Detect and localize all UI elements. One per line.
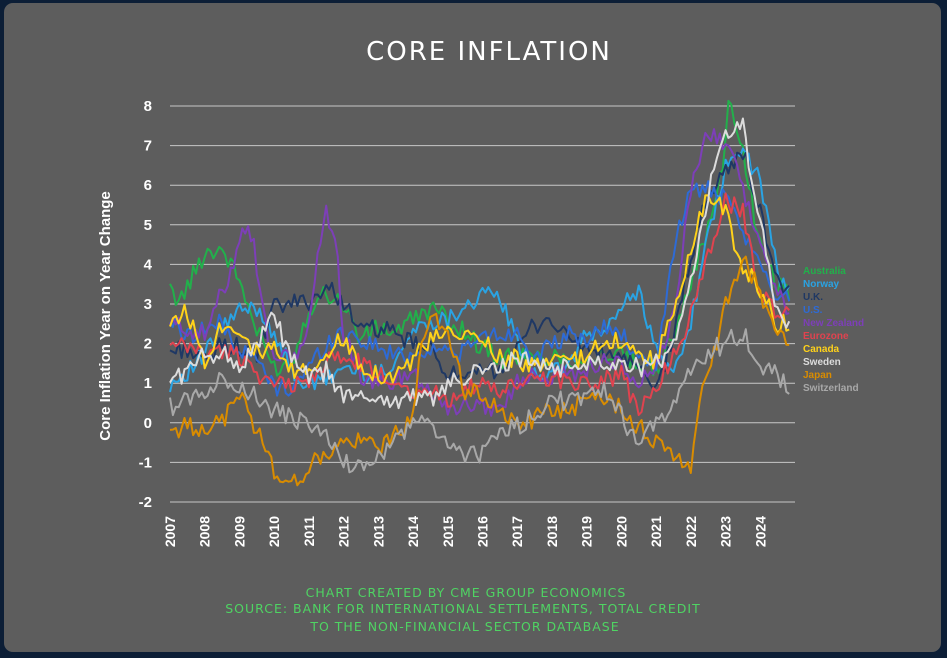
- legend: Australia Norway U.K. U.S. New Zealand Eurozo…: [803, 266, 864, 394]
- y-tick-label: 3: [144, 296, 152, 313]
- chart-title: CORE INFLATION: [366, 37, 612, 67]
- y-tick-label: -1: [139, 454, 152, 471]
- y-tick-label: 4: [144, 256, 153, 273]
- x-tick-label: 2019: [579, 516, 595, 547]
- footnote-line-3: TO THE NON-FINANCIAL SECTOR DATABASE: [309, 619, 619, 634]
- x-tick-label: 2007: [162, 516, 178, 547]
- x-tick-label: 2022: [683, 516, 699, 547]
- y-tick-label: 1: [144, 375, 152, 392]
- series-line-canada: [169, 194, 790, 385]
- x-tick-label: 2017: [509, 516, 525, 547]
- x-tick-label: 2018: [544, 516, 560, 547]
- x-tick-label: 2024: [752, 516, 768, 547]
- legend-entry-switzerland: Switzerland: [803, 383, 859, 394]
- x-tick-label: 2021: [648, 516, 664, 547]
- series-lines: [169, 99, 791, 487]
- x-tick-label: 2012: [336, 516, 352, 547]
- legend-entry-japan: Japan: [803, 370, 832, 381]
- y-tick-label: 5: [144, 217, 152, 234]
- y-axis-ticks: 8 7 6 5 4 3 2 1 0 -1 -2: [139, 98, 153, 511]
- series-line-new-zealand: [169, 128, 790, 417]
- legend-entry-norway: Norway: [803, 279, 840, 290]
- footnote-line-2: SOURCE: BANK FOR INTERNATIONAL SETTLEMEN…: [225, 601, 701, 616]
- series-line-switzerland: [169, 328, 790, 474]
- footnote-line-1: CHART CREATED BY CME GROUP ECONOMICS: [306, 585, 627, 600]
- legend-entry-new-zealand: New Zealand: [803, 318, 864, 329]
- footnote: CHART CREATED BY CME GROUP ECONOMICS SOU…: [225, 585, 701, 634]
- legend-entry-australia: Australia: [803, 266, 846, 277]
- x-tick-label: 2010: [266, 516, 282, 547]
- legend-entry-sweden: Sweden: [803, 357, 841, 368]
- x-axis-ticks: 2007 2008 2009 2010 2011 2012 2013 2014 2015 2016…: [162, 516, 768, 547]
- y-axis-label: Core Inflation Year on Year Change: [97, 191, 114, 441]
- x-tick-label: 2020: [613, 516, 629, 547]
- legend-entry-eurozone: Eurozone: [803, 331, 849, 342]
- x-tick-label: 2008: [197, 516, 213, 547]
- y-tick-label: 8: [144, 98, 152, 115]
- y-tick-label: 2: [144, 336, 152, 353]
- y-tick-label: 0: [144, 415, 152, 432]
- x-tick-label: 2013: [370, 516, 386, 547]
- x-tick-label: 2023: [718, 516, 734, 547]
- x-tick-label: 2014: [405, 516, 421, 547]
- legend-entry-canada: Canada: [803, 344, 840, 355]
- series-line-eurozone: [169, 192, 790, 416]
- x-tick-label: 2011: [301, 516, 317, 547]
- series-line-sweden: [169, 117, 791, 410]
- y-tick-label: 7: [144, 138, 152, 155]
- x-tick-label: 2016: [475, 516, 491, 547]
- x-tick-label: 2009: [231, 516, 247, 547]
- y-tick-label: -2: [139, 494, 152, 511]
- series-line-japan: [169, 255, 790, 487]
- series-line-u-s-: [169, 180, 791, 397]
- legend-entry-u-k-: U.K.: [803, 292, 823, 303]
- y-tick-label: 6: [144, 177, 152, 194]
- legend-entry-u-s-: U.S.: [803, 305, 823, 316]
- x-tick-label: 2015: [440, 516, 456, 547]
